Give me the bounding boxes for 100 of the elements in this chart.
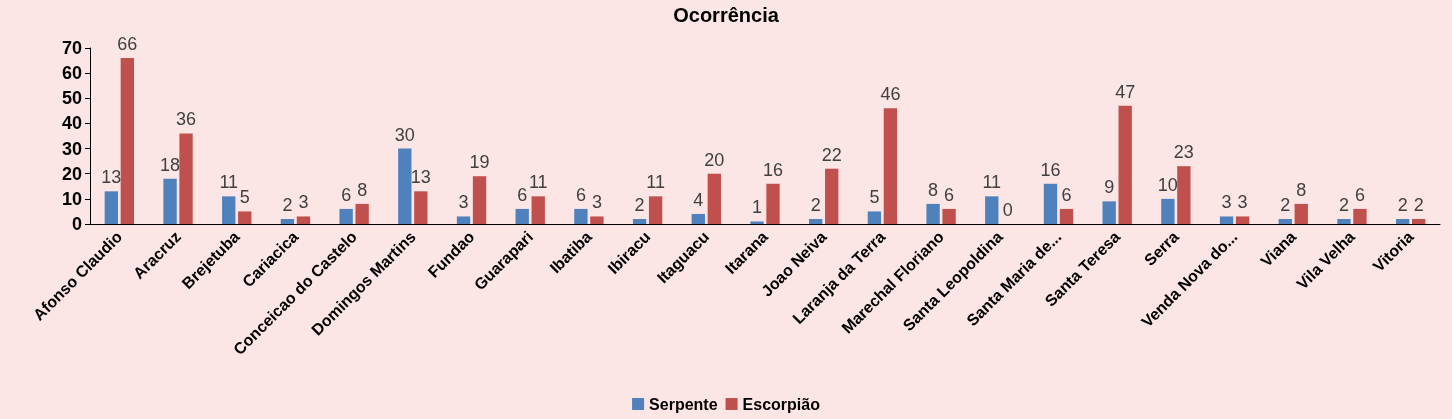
bar — [531, 196, 545, 224]
y-tick-label: 60 — [61, 63, 82, 84]
bar — [222, 196, 236, 224]
bar — [1043, 183, 1058, 224]
data-label: 6 — [517, 184, 528, 205]
bar — [1411, 218, 1426, 224]
bar — [1353, 208, 1367, 224]
data-label: 66 — [117, 34, 138, 55]
bar — [414, 191, 428, 224]
y-tick-label: 0 — [71, 214, 82, 234]
bar — [398, 148, 412, 224]
bar — [1395, 218, 1410, 224]
data-label: 6 — [1061, 184, 1072, 205]
data-label: 10 — [1157, 174, 1178, 195]
bar — [1059, 208, 1074, 224]
data-label: 22 — [821, 144, 842, 165]
bar — [574, 208, 588, 224]
data-label: 36 — [176, 109, 197, 130]
bar — [648, 196, 663, 224]
bar — [632, 218, 647, 224]
bar — [1337, 218, 1351, 224]
bar — [1219, 216, 1234, 224]
data-label: 47 — [1115, 81, 1136, 102]
data-label: 6 — [1354, 184, 1365, 205]
bar — [238, 211, 252, 224]
bar — [1102, 201, 1116, 224]
data-label: 2 — [282, 194, 293, 215]
data-label: 4 — [693, 189, 704, 210]
data-label: 8 — [1296, 179, 1307, 200]
data-label: 6 — [341, 184, 352, 205]
y-tick-label: 10 — [61, 188, 82, 209]
data-label: 3 — [458, 192, 469, 213]
data-label: 5 — [239, 187, 250, 208]
bar — [296, 216, 311, 224]
data-label: 3 — [298, 192, 309, 213]
data-label: 11 — [528, 172, 548, 193]
data-label: 3 — [591, 192, 602, 213]
y-tick-label: 40 — [61, 113, 82, 134]
bar — [750, 221, 764, 224]
bar — [1118, 105, 1132, 224]
data-label: 11 — [982, 172, 1002, 193]
bar — [942, 208, 956, 224]
bar — [825, 168, 839, 224]
bar — [104, 191, 119, 224]
bar — [590, 216, 604, 224]
data-label: 2 — [1397, 194, 1408, 215]
data-label: 6 — [575, 184, 586, 205]
legend-label: Serpente — [649, 395, 718, 413]
data-label: 16 — [1040, 159, 1061, 180]
bar — [809, 218, 823, 224]
data-label: 2 — [1280, 194, 1291, 215]
bar — [1294, 203, 1308, 224]
y-tick-label: 70 — [61, 38, 82, 58]
data-label: 2 — [810, 194, 821, 215]
data-label: 18 — [160, 154, 181, 175]
data-label: 8 — [928, 179, 939, 200]
data-label: 13 — [410, 167, 431, 188]
y-tick-label: 50 — [61, 88, 82, 109]
bar — [179, 133, 193, 224]
bar — [1278, 218, 1292, 224]
bar — [339, 208, 353, 224]
chart-title: Ocorrência — [673, 4, 780, 26]
data-label: 5 — [869, 187, 880, 208]
bar — [280, 218, 295, 224]
bar — [1235, 216, 1250, 224]
legend-label: Escorpião — [742, 395, 821, 413]
y-tick-label: 20 — [61, 163, 82, 184]
bar — [707, 173, 721, 224]
bar — [515, 208, 529, 224]
data-label: 6 — [944, 184, 955, 205]
data-label: 20 — [704, 149, 725, 170]
data-label: 11 — [646, 172, 665, 193]
bar — [926, 203, 940, 224]
data-label: 30 — [394, 124, 415, 145]
data-label: 3 — [1221, 192, 1232, 213]
bar — [867, 211, 882, 224]
bar — [691, 213, 705, 224]
data-label: 9 — [1104, 177, 1115, 198]
data-label: 1 — [751, 197, 762, 218]
data-label: 2 — [1338, 194, 1349, 215]
bar — [355, 203, 369, 224]
data-label: 23 — [1173, 142, 1194, 163]
y-tick-label: 30 — [61, 138, 82, 159]
bar — [985, 196, 999, 224]
data-label: 16 — [762, 159, 784, 180]
data-label: 0 — [1002, 200, 1013, 220]
data-label: 13 — [101, 167, 122, 188]
bar — [120, 58, 135, 224]
data-label: 19 — [469, 152, 490, 173]
bar — [1161, 198, 1175, 224]
bar — [1177, 166, 1191, 224]
data-label: 46 — [880, 84, 901, 105]
bar — [472, 176, 487, 224]
bar — [883, 108, 898, 224]
data-label: 3 — [1237, 192, 1248, 213]
bar — [766, 183, 780, 224]
data-label: 8 — [357, 179, 368, 200]
data-label: 2 — [634, 194, 645, 215]
bar — [163, 178, 177, 224]
bar — [456, 216, 471, 224]
